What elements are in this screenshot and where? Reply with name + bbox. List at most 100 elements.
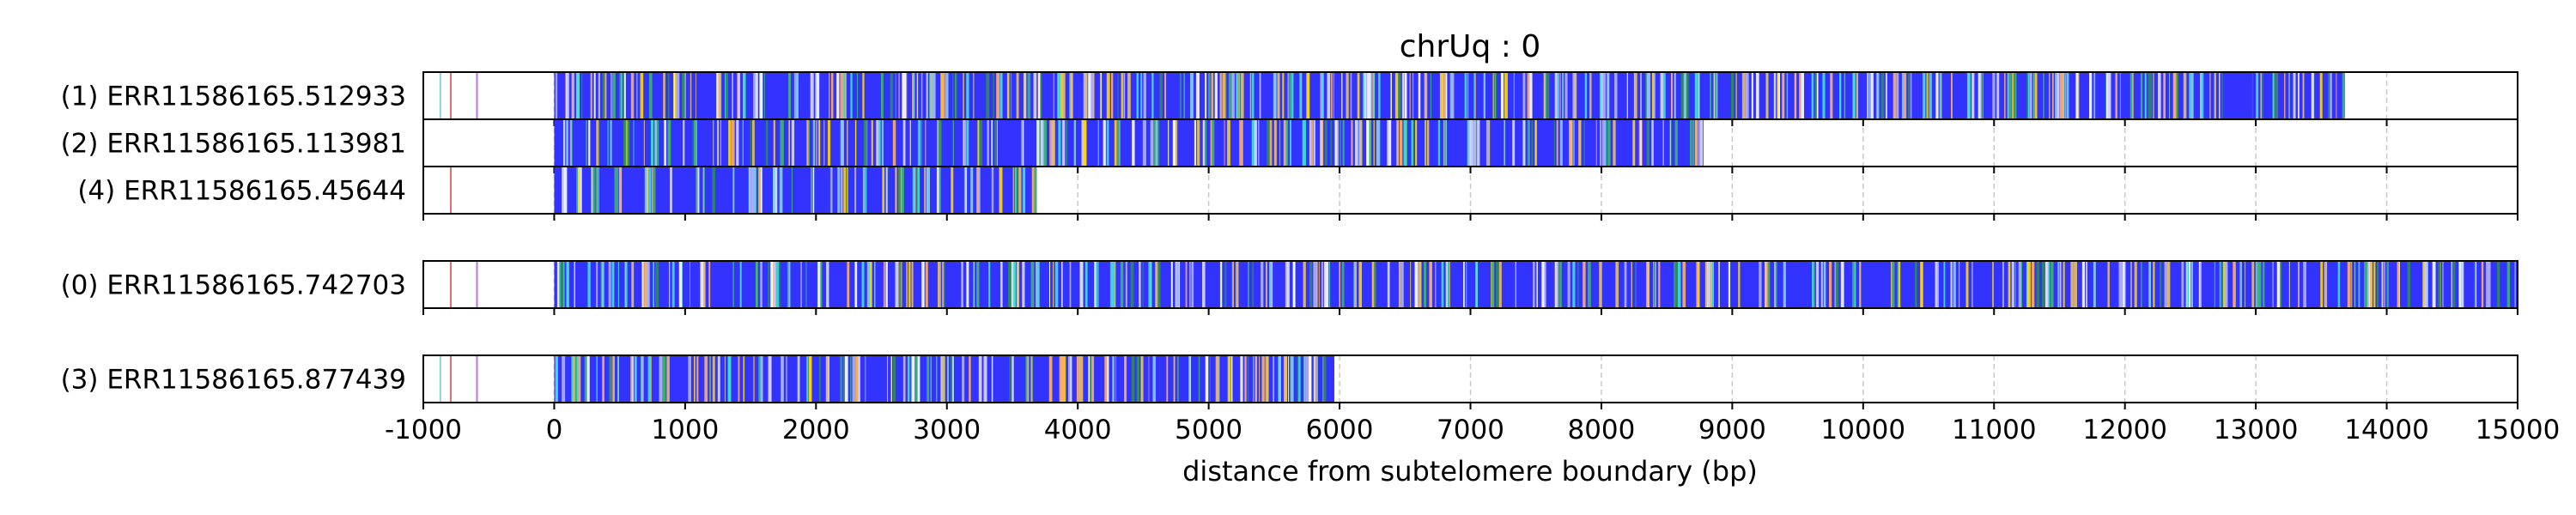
variant-stripe — [905, 72, 908, 119]
variant-stripe — [1553, 119, 1555, 167]
variant-stripe — [1121, 72, 1124, 119]
variant-stripe — [1774, 72, 1777, 119]
x-tick-label: 6000 — [1306, 415, 1374, 445]
variant-stripe — [671, 261, 675, 308]
variant-stripe — [902, 119, 906, 167]
variant-stripe — [1136, 355, 1140, 403]
read-tracks: (1) ERR11586165.512933 (2) ERR11586165.11… — [61, 71, 2518, 409]
variant-stripe — [624, 261, 626, 308]
variant-stripe — [999, 167, 1003, 214]
variant-stripe — [594, 167, 598, 214]
variant-stripe — [925, 261, 928, 308]
variant-stripe — [1446, 261, 1449, 308]
variant-stripe — [1558, 261, 1562, 308]
variant-stripe — [2149, 72, 2153, 119]
variant-stripe — [1157, 261, 1161, 308]
variant-stripe — [2274, 72, 2278, 119]
variant-stripe — [2046, 261, 2050, 308]
variant-stripe — [2148, 261, 2151, 308]
variant-stripe — [2280, 261, 2282, 308]
variant-stripe — [810, 72, 814, 119]
variant-stripe — [708, 261, 711, 308]
variant-stripe — [1331, 72, 1333, 119]
variant-stripe — [1351, 119, 1353, 167]
variant-stripe — [2129, 72, 2134, 119]
variant-stripe — [1745, 72, 1747, 119]
variant-stripe — [1058, 119, 1061, 167]
variant-stripe — [1599, 261, 1602, 308]
variant-stripe — [943, 261, 945, 308]
variant-stripe — [600, 261, 602, 308]
variant-stripe — [1374, 261, 1376, 308]
variant-stripe — [1043, 119, 1048, 167]
variant-stripe — [1398, 72, 1401, 119]
variant-stripe — [612, 355, 615, 403]
variant-stripe — [773, 167, 777, 214]
variant-stripe — [861, 261, 865, 308]
variant-stripe — [842, 72, 847, 119]
x-tick-label: -1000 — [385, 415, 462, 445]
variant-stripe — [760, 261, 762, 308]
variant-stripe — [2169, 72, 2171, 119]
variant-stripe — [1104, 355, 1108, 403]
variant-stripe — [1305, 355, 1309, 403]
variant-stripe — [2376, 261, 2379, 308]
variant-stripe — [840, 72, 844, 119]
variant-stripe — [1435, 261, 1437, 308]
variant-stripe — [885, 167, 888, 214]
variant-stripe — [854, 261, 858, 308]
x-tick-label: 15000 — [2476, 415, 2561, 445]
variant-stripe — [590, 72, 592, 119]
variant-stripe — [1418, 261, 1422, 308]
variant-stripe — [1313, 355, 1315, 403]
variant-stripe — [1151, 72, 1154, 119]
variant-stripe — [2043, 72, 2044, 119]
variant-stripe — [1341, 72, 1343, 119]
variant-stripe — [1007, 261, 1012, 308]
variant-stripe — [1194, 119, 1197, 167]
variant-stripe — [1767, 261, 1771, 308]
variant-stripe — [1978, 72, 1982, 119]
variant-stripe — [895, 167, 896, 214]
variant-stripe — [885, 261, 888, 308]
variant-stripe — [2140, 72, 2143, 119]
variant-stripe — [917, 355, 920, 403]
variant-stripe — [1031, 167, 1036, 214]
variant-stripe — [2189, 261, 2191, 308]
variant-stripe — [1554, 72, 1558, 119]
variant-stripe — [1289, 72, 1292, 119]
variant-stripe — [2438, 261, 2441, 308]
variant-stripe — [1048, 261, 1051, 308]
variant-stripe — [871, 119, 873, 167]
variant-stripe — [1036, 119, 1040, 167]
variant-stripe — [1786, 72, 1789, 119]
variant-stripe — [817, 261, 821, 308]
variant-stripe — [966, 119, 969, 167]
variant-stripe — [1061, 72, 1066, 119]
variant-stripe — [1704, 261, 1709, 308]
variant-stripe — [900, 167, 902, 214]
variant-stripe — [1214, 72, 1218, 119]
variant-stripe — [720, 119, 722, 167]
variant-stripe — [668, 261, 671, 308]
variant-stripe — [942, 72, 945, 119]
variant-stripe — [1261, 261, 1264, 308]
variant-stripe — [976, 261, 980, 308]
variant-stripe — [927, 355, 930, 403]
variant-stripe — [654, 119, 657, 167]
variant-stripe — [752, 167, 756, 214]
variant-stripe — [1662, 72, 1666, 119]
variant-stripe — [1469, 119, 1473, 167]
variant-stripe — [1953, 261, 1956, 308]
variant-stripe — [712, 355, 715, 403]
variant-stripe — [2078, 72, 2080, 119]
variant-stripe — [1527, 72, 1530, 119]
variant-stripe — [1212, 119, 1215, 167]
variant-stripe — [611, 72, 616, 119]
variant-stripe — [2424, 261, 2427, 308]
variant-stripe — [1148, 355, 1150, 403]
variant-stripe — [818, 119, 821, 167]
variant-stripe — [696, 355, 699, 403]
variant-stripe — [1583, 261, 1586, 308]
variant-stripe — [1261, 355, 1265, 403]
